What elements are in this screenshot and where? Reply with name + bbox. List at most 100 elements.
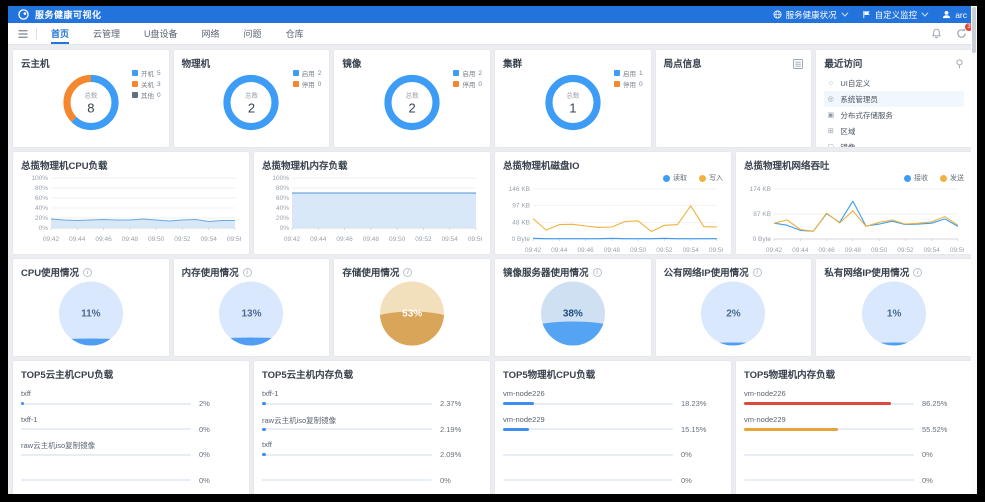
recent-item-0[interactable]: ○ UI自定义 bbox=[824, 75, 964, 91]
legend-item[interactable]: 停用 0 bbox=[614, 79, 643, 89]
legend-item[interactable]: 启用 2 bbox=[453, 68, 482, 78]
recent-item-label: 分布式存储服务 bbox=[840, 110, 893, 120]
scrollbar-thumb[interactable] bbox=[972, 7, 976, 53]
recent-item-label: 镜像 bbox=[840, 142, 856, 148]
user-menu[interactable]: arc bbox=[942, 10, 967, 20]
nav-tab-2[interactable]: U盘设备 bbox=[144, 29, 178, 39]
nav-tab-5[interactable]: 仓库 bbox=[285, 29, 304, 39]
card-title: 镜像 bbox=[342, 59, 362, 70]
storage-icon: ▣ bbox=[827, 112, 835, 119]
legend-item[interactable]: 停用 0 bbox=[292, 79, 321, 89]
gauge-card-3: 镜像服务器使用情况 i 38% bbox=[495, 259, 651, 356]
info-icon[interactable]: i bbox=[403, 267, 413, 277]
legend-item[interactable]: 关机 3 bbox=[132, 79, 161, 89]
recent-item-1[interactable]: ◎ 系统管理员 bbox=[824, 91, 964, 107]
top5-track bbox=[262, 453, 432, 456]
svg-text:80%: 80% bbox=[35, 185, 48, 192]
top5-track bbox=[503, 479, 673, 481]
user-icon bbox=[943, 10, 951, 19]
topbar: 服务健康可视化 服务健康状况 自定义监控 bbox=[8, 6, 977, 23]
info-icon[interactable]: i bbox=[913, 267, 923, 277]
top5-track bbox=[503, 402, 673, 405]
legend-swatch bbox=[292, 70, 299, 76]
svg-text:09:42: 09:42 bbox=[525, 247, 542, 254]
top5-track bbox=[262, 402, 432, 405]
top5-label bbox=[21, 466, 241, 476]
legend-item[interactable]: 读取 bbox=[663, 173, 687, 183]
top5-value: 0% bbox=[440, 475, 451, 485]
legend-item[interactable]: 停用 0 bbox=[453, 79, 482, 89]
nav-tab-3[interactable]: 网络 bbox=[201, 29, 220, 39]
legend-swatch bbox=[453, 81, 460, 87]
svg-text:0%: 0% bbox=[280, 225, 290, 232]
gauge-card-4: 公有网络IP使用情况 i 2% bbox=[655, 259, 812, 356]
top5-card-2: TOP5物理机CPU负载 vm-node226 18.23% vm-node22… bbox=[495, 361, 731, 494]
card-title: 总揽物理机内存负载 bbox=[262, 161, 348, 172]
legend-item[interactable]: 其他 0 bbox=[132, 90, 161, 100]
trend-card-0: 总揽物理机CPU负载 100% 80% 60% 40% 20% 0% 09:42 09:44 0… bbox=[13, 152, 249, 254]
svg-text:40%: 40% bbox=[35, 205, 48, 212]
legend-item[interactable]: 接收 bbox=[904, 173, 928, 183]
legend-item[interactable]: 开机 5 bbox=[132, 68, 161, 78]
top5-value: 2.09% bbox=[440, 450, 462, 459]
nav-tab-4[interactable]: 问题 bbox=[243, 29, 262, 39]
trend-card-1: 总揽物理机内存负载 100% 80% 60% 40% 20% 0% 09:42 09:44 09… bbox=[254, 152, 490, 254]
top5-value: 0% bbox=[199, 424, 210, 434]
top5-bar bbox=[503, 402, 534, 405]
legend-swatch bbox=[132, 92, 139, 98]
nav-tab-0[interactable]: 首页 bbox=[51, 23, 70, 44]
top5-track bbox=[262, 479, 432, 481]
legend-swatch bbox=[614, 81, 621, 87]
legend-item[interactable]: 启用 1 bbox=[614, 68, 643, 78]
username: arc bbox=[955, 9, 967, 20]
svg-text:09:46: 09:46 bbox=[577, 247, 594, 254]
top5-value: 15.15% bbox=[681, 424, 707, 434]
refresh-icon[interactable]: 3 bbox=[956, 23, 973, 39]
org-switcher[interactable]: 服务健康状况 bbox=[773, 9, 849, 21]
recent-item-3[interactable]: ⊞ 区域 bbox=[824, 123, 964, 139]
app-frame: 服务健康可视化 服务健康状况 自定义监控 bbox=[8, 6, 977, 494]
list-icon[interactable] bbox=[793, 56, 804, 74]
view-switcher[interactable]: 自定义监控 bbox=[862, 9, 929, 21]
top5-track bbox=[21, 402, 191, 405]
donut-total-label: 总数 bbox=[244, 92, 258, 100]
apps-grid-icon[interactable] bbox=[18, 29, 28, 39]
info-icon[interactable]: i bbox=[242, 267, 252, 277]
gauge-value: 38% bbox=[562, 308, 583, 320]
legend-dot bbox=[699, 174, 706, 182]
card-title: 总揽物理机网络吞吐 bbox=[744, 161, 830, 172]
legend-item[interactable]: 启用 2 bbox=[292, 68, 321, 78]
top5-value: 0% bbox=[922, 450, 933, 459]
svg-text:100%: 100% bbox=[272, 175, 289, 182]
top5-row: 0% bbox=[744, 466, 964, 485]
top5-label: txff bbox=[262, 440, 272, 449]
pin-icon[interactable] bbox=[955, 56, 964, 74]
card-title: 内存使用情况 bbox=[181, 268, 239, 279]
gauge-card-1: 内存使用情况 i 13% bbox=[173, 259, 330, 356]
top5-row: 0% bbox=[21, 466, 241, 485]
legend-item[interactable]: 发送 bbox=[940, 173, 964, 183]
scrollbar[interactable] bbox=[971, 6, 977, 494]
top5-card-3: TOP5物理机内存负载 vm-node226 86.25% vm-node229 bbox=[736, 361, 972, 494]
gauge-value: 11% bbox=[81, 308, 101, 320]
top5-label bbox=[21, 491, 241, 494]
donut-legend: 启用 1 停用 0 bbox=[614, 68, 643, 89]
info-icon[interactable]: i bbox=[592, 267, 602, 277]
nav-tab-1[interactable]: 云管理 bbox=[93, 29, 121, 39]
svg-text:09:48: 09:48 bbox=[845, 247, 862, 254]
info-icon[interactable]: i bbox=[83, 267, 93, 277]
recent-item-2[interactable]: ▣ 分布式存储服务 bbox=[824, 107, 964, 123]
info-icon[interactable]: i bbox=[752, 267, 762, 277]
donut-chart bbox=[545, 75, 601, 131]
chart-legend: 接收 发送 bbox=[744, 173, 964, 183]
card-title: 云主机 bbox=[21, 59, 50, 70]
recent-item-4[interactable]: ▢ 镜像 bbox=[824, 139, 964, 148]
svg-text:09:44: 09:44 bbox=[551, 247, 568, 254]
legend-item[interactable]: 写入 bbox=[699, 173, 723, 183]
card-title: TOP5物理机CPU负载 bbox=[503, 370, 596, 381]
top5-label: vm-node229 bbox=[503, 414, 545, 424]
svg-text:09:52: 09:52 bbox=[656, 247, 673, 254]
trend-row: 总揽物理机CPU负载 100% 80% 60% 40% 20% 0% 09:42 09:44 0… bbox=[13, 152, 972, 254]
stat-card-0: 云主机 开机 5 关机 3 其他 0 bbox=[13, 50, 169, 147]
notification-bell-icon[interactable] bbox=[931, 28, 942, 39]
